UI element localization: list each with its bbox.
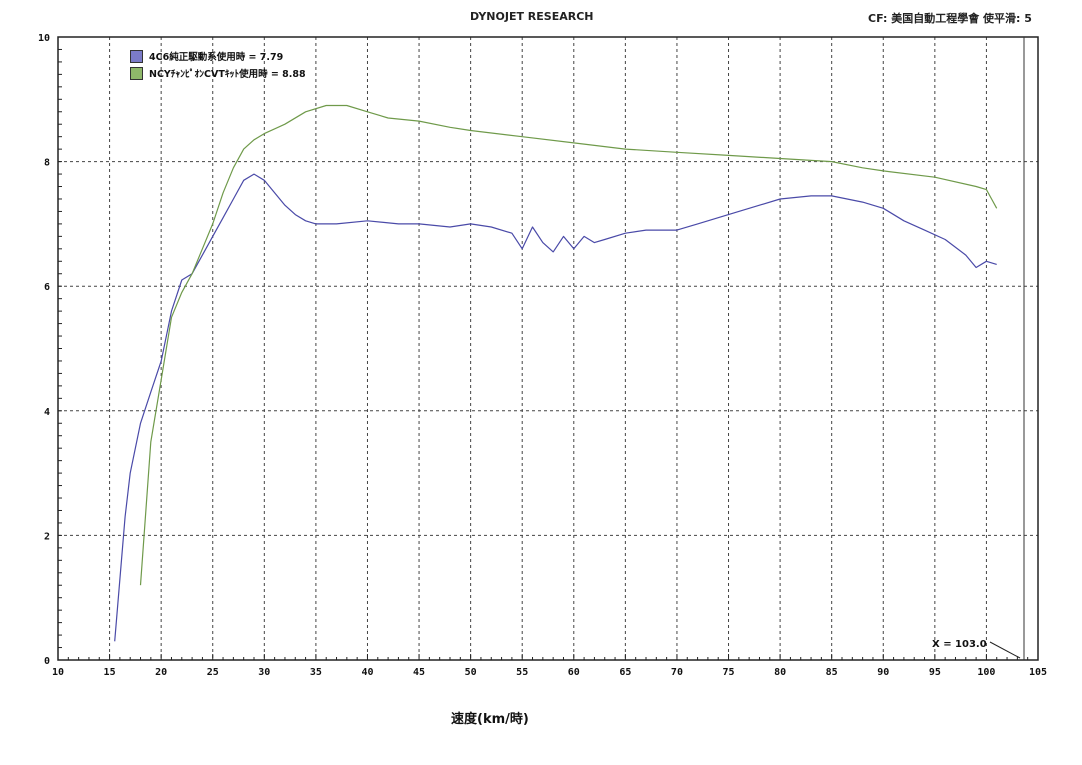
x-tick-label: 70 (671, 667, 683, 678)
legend-label: NCYﾁｬﾝﾋﾟｵﾝCVTｷｯﾄ使用時 = 8.88 (149, 69, 306, 80)
x-tick-label: 45 (413, 667, 425, 678)
x-tick-label: 65 (619, 667, 631, 678)
x-tick-label: 85 (826, 667, 838, 678)
series-line-cvt-kit (139, 104, 998, 586)
x-tick-label: 40 (361, 667, 373, 678)
x-tick-label: 105 (1029, 667, 1047, 678)
axes (57, 36, 1039, 661)
legend-item-stock-drive: 4C6純正駆動系使用時 = 7.79 (130, 49, 283, 63)
y-tick-label: 6 (44, 282, 50, 293)
legend-item-cvt-kit: NCYﾁｬﾝﾋﾟｵﾝCVTｷｯﾄ使用時 = 8.88 (130, 66, 306, 80)
x-tick-label: 60 (568, 667, 580, 678)
cursor-x-readout: X = 103.0 (932, 639, 987, 650)
y-tick-label: 10 (38, 33, 50, 44)
x-tick-label: 100 (977, 667, 995, 678)
x-tick-label: 80 (774, 667, 786, 678)
x-tick-label: 30 (258, 667, 270, 678)
x-tick-label: 20 (155, 667, 167, 678)
y-tick-label: 0 (44, 656, 50, 667)
x-tick-label: 55 (516, 667, 528, 678)
legend-label: 4C6純正駆動系使用時 = 7.79 (149, 52, 284, 63)
grid-lines (58, 37, 1038, 660)
x-tick-label: 15 (104, 667, 116, 678)
x-tick-label: 25 (207, 667, 219, 678)
correction-factor-label: CF: 美国自動工程學會 使平滑: 5 (868, 12, 1032, 25)
y-tick-label: 4 (44, 407, 50, 418)
tick-labels: 10 15 20 25 30 35 40 45 50 55 60 65 70 75 80 85 90 95 100 1… (38, 33, 1047, 678)
series-lines (114, 104, 998, 642)
chart-header-title: DYNOJET RESEARCH (470, 10, 594, 23)
x-tick-label: 35 (310, 667, 322, 678)
y-tick-label: 2 (44, 531, 50, 542)
x-tick-label: 95 (929, 667, 941, 678)
legend-swatch-blue (130, 49, 143, 63)
x-axis-label: 速度(km/時) (451, 712, 529, 727)
x-tick-label: 10 (52, 667, 64, 678)
x-tick-label: 50 (465, 667, 477, 678)
plot-frame (57, 36, 1039, 661)
legend-swatch-green (130, 66, 143, 80)
y-tick-label: 8 (44, 158, 50, 169)
x-tick-label: 90 (877, 667, 889, 678)
series-line-stock-drive (114, 173, 997, 642)
x-tick-label: 75 (723, 667, 735, 678)
cursor-marker-line (989, 641, 1021, 659)
